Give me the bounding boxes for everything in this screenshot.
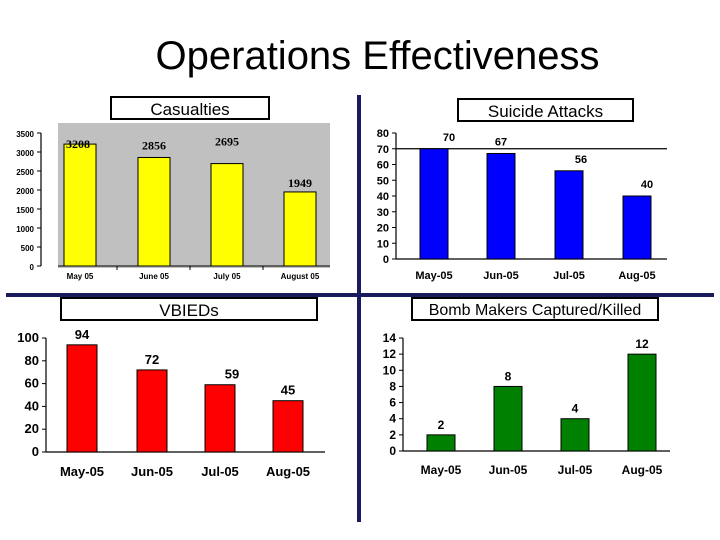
bomb-y-tick-label: 6 [389, 396, 396, 410]
casualties-bar [63, 143, 97, 267]
casualties-chart-title: Casualties [110, 96, 270, 120]
bomb-category-label: Jul-05 [558, 463, 593, 477]
bomb-makers-chart-title: Bomb Makers Captured/Killed [411, 297, 659, 321]
casualties-value-label: 3208 [66, 137, 90, 151]
bomb-category-label: Aug-05 [622, 463, 663, 477]
casualties-bar [283, 191, 317, 267]
bomb-bar [493, 385, 523, 452]
bomb-y-tick-label: 0 [389, 444, 396, 458]
bomb-y-tick-label: 10 [383, 363, 397, 377]
casualties-bar [210, 163, 244, 267]
casualties-category-label: May 05 [67, 272, 94, 281]
bomb-value-label: 12 [635, 337, 649, 351]
vbied-bar [136, 369, 168, 453]
bomb-bar [560, 418, 590, 452]
bomb-category-label: May-05 [421, 463, 462, 477]
suicide-y-tick-label: 80 [377, 128, 389, 140]
suicide-y-tick-label: 20 [377, 223, 389, 235]
bomb-value-label: 4 [572, 402, 579, 416]
suicide-bar [486, 152, 516, 260]
vbied-y-tick-label: 60 [25, 376, 39, 391]
suicide-attacks-chart-title: Suicide Attacks [457, 98, 634, 122]
suicide-category-label: Aug-05 [618, 270, 655, 282]
casualties-category-label: July 05 [213, 272, 241, 281]
suicide-y-tick-label: 70 [377, 144, 389, 156]
casualties-value-label: 2856 [142, 138, 166, 152]
vbied-value-label: 45 [281, 383, 295, 398]
suicide-bar [419, 148, 449, 260]
casualties-y-tick-label: 3500 [16, 130, 34, 139]
suicide-y-tick-label: 40 [377, 191, 389, 203]
bomb-y-tick-label: 2 [389, 428, 396, 442]
vbied-value-label: 94 [75, 327, 90, 342]
vbieds-chart-title: VBIEDs [60, 297, 318, 321]
vbied-bar [204, 384, 236, 453]
vbied-y-tick-label: 0 [32, 444, 39, 459]
suicide-bar [554, 170, 584, 260]
casualties-category-label: June 05 [139, 272, 169, 281]
suicide-category-label: Jun-05 [483, 270, 518, 282]
vbied-bar [272, 400, 304, 453]
suicide-value-label: 67 [495, 136, 507, 148]
vbied-y-tick-label: 40 [25, 398, 39, 413]
page-title: Operations Effectiveness [155, 34, 600, 78]
suicide-bar [622, 195, 652, 260]
suicide-category-label: May-05 [415, 270, 452, 282]
bomb-value-label: 2 [438, 418, 445, 432]
casualties-category-label: August 05 [281, 272, 320, 281]
vbied-y-tick-label: 20 [25, 421, 39, 436]
vbied-category-label: Jul-05 [201, 464, 239, 479]
vbied-y-tick-label: 80 [25, 353, 39, 368]
suicide-category-label: Jul-05 [553, 270, 585, 282]
vbied-bar [66, 344, 98, 453]
suicide-value-label: 56 [575, 154, 587, 166]
vbied-category-label: Aug-05 [266, 464, 310, 479]
casualties-value-label: 2695 [215, 135, 239, 149]
casualties-y-tick-label: 2500 [16, 168, 34, 177]
casualties-y-tick-label: 3000 [16, 149, 34, 158]
casualties-y-tick-label: 1000 [16, 225, 34, 234]
vertical-divider [357, 95, 361, 522]
vbied-category-label: Jun-05 [131, 464, 173, 479]
suicide-y-tick-label: 50 [377, 175, 389, 187]
bomb-bar [426, 434, 456, 452]
casualties-bar [137, 156, 171, 267]
suicide-value-label: 40 [641, 179, 653, 191]
vbied-value-label: 59 [225, 367, 239, 382]
bomb-bar [627, 353, 657, 452]
casualties-y-tick-label: 1500 [16, 206, 34, 215]
suicide-value-label: 70 [443, 132, 455, 144]
bomb-y-tick-label: 14 [383, 331, 397, 345]
vbied-category-label: May-05 [60, 464, 104, 479]
bomb-value-label: 8 [505, 369, 512, 383]
horizontal-divider [6, 293, 714, 297]
suicide-y-tick-label: 30 [377, 207, 389, 219]
vbied-value-label: 72 [145, 352, 159, 367]
suicide-y-tick-label: 10 [377, 238, 389, 250]
bomb-y-tick-label: 8 [389, 379, 396, 393]
vbied-y-tick-label: 100 [17, 330, 39, 345]
casualties-y-tick-label: 2000 [16, 187, 34, 196]
suicide-y-tick-label: 0 [383, 254, 389, 266]
casualties-value-label: 1949 [288, 176, 312, 190]
casualties-y-tick-label: 500 [21, 244, 35, 253]
casualties-y-tick-label: 0 [30, 263, 35, 272]
bomb-category-label: Jun-05 [489, 463, 528, 477]
bomb-y-tick-label: 4 [389, 412, 396, 426]
bomb-y-tick-label: 12 [383, 347, 397, 361]
suicide-y-tick-label: 60 [377, 160, 389, 172]
